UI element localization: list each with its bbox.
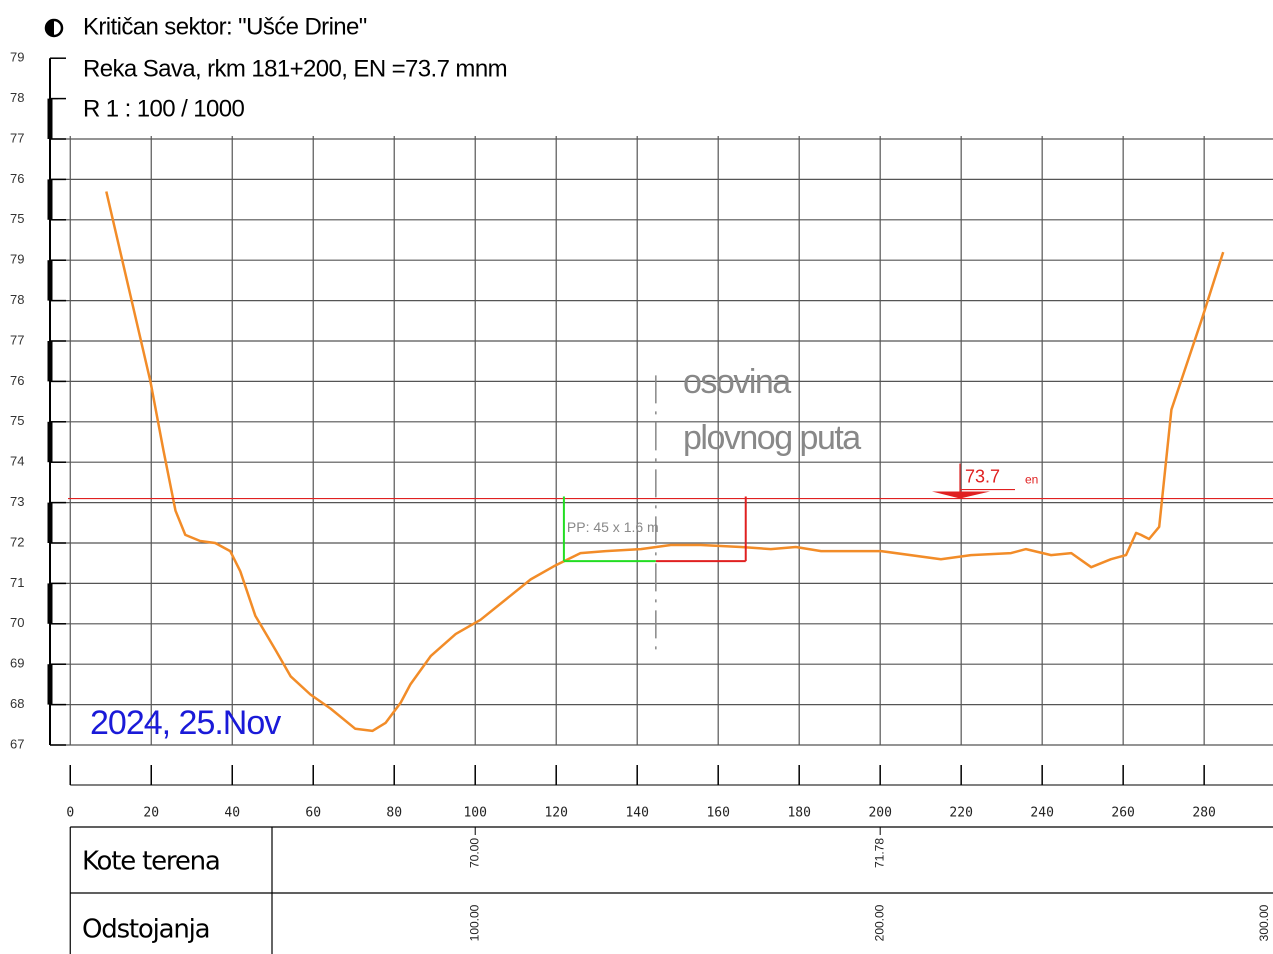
y-tick-label: 79 (10, 50, 24, 65)
x-tick-label: 200 (868, 806, 891, 821)
x-tick-label: 20 (143, 806, 159, 821)
y-tick-label: 75 (10, 211, 24, 226)
elevation-label: 70.00 (467, 838, 481, 868)
x-tick-label: 160 (706, 806, 729, 821)
elevation-label: 71.78 (872, 838, 886, 868)
y-tick-label: 79 (10, 252, 24, 267)
x-tick-label: 0 (66, 806, 74, 821)
fairway-axis-label: plovnog puta (683, 419, 861, 457)
x-tick-label: 260 (1111, 806, 1134, 821)
x-tick-label: 60 (305, 806, 321, 821)
y-tick-label: 72 (10, 534, 24, 549)
table-row-label: Odstojanja (82, 915, 209, 945)
station-label: 200.00 (872, 904, 886, 941)
chart-subtitle: Reka Sava, rkm 181+200, EN =73.7 mnm (83, 55, 507, 82)
x-tick-label: 280 (1192, 806, 1215, 821)
x-tick-label: 140 (625, 806, 648, 821)
water-level-tag: en (1025, 473, 1038, 487)
date-label: 2024, 25.Nov (90, 704, 281, 742)
x-tick-label: 220 (949, 806, 972, 821)
water-level-marker (932, 491, 990, 499)
y-tick-label: 71 (10, 575, 24, 590)
x-tick-label: 120 (544, 806, 567, 821)
plot-area (50, 57, 1273, 746)
x-tick-label: 240 (1030, 806, 1053, 821)
x-tick-label: 40 (224, 806, 240, 821)
profile-line (105, 191, 1225, 733)
scale-note: R 1 : 100 / 1000 (83, 95, 244, 122)
y-tick-label: 74 (10, 454, 24, 469)
y-tick-label: 67 (10, 736, 24, 751)
y-tick-label: 70 (10, 615, 24, 630)
station-label: 300.00 (1257, 904, 1271, 941)
y-tick-label: 76 (10, 373, 24, 388)
title-icon-half (46, 20, 54, 36)
x-tick-label: 80 (386, 806, 402, 821)
y-tick-label: 68 (10, 696, 24, 711)
fairway-axis-label: osovina (683, 363, 791, 401)
y-tick-label: 77 (10, 130, 24, 145)
y-tick-label: 77 (10, 332, 24, 347)
y-tick-label: 78 (10, 90, 24, 105)
water-level-label: 73.7 (965, 466, 1000, 486)
fairway-label: PP: 45 x 1.6 m (567, 519, 659, 535)
y-tick-label: 69 (10, 656, 24, 671)
y-tick-label: 73 (10, 494, 24, 509)
y-tick-label: 78 (10, 292, 24, 307)
x-tick-label: 100 (463, 806, 486, 821)
overlay (105, 191, 1225, 733)
y-tick-label: 75 (10, 413, 24, 428)
title-backdrop (58, 0, 1273, 136)
chart-title: Kritičan sektor: "Ušće Drine" (83, 13, 367, 40)
station-label: 100.00 (467, 904, 481, 941)
x-tick-label: 180 (787, 806, 810, 821)
y-tick-label: 76 (10, 171, 24, 186)
table-row-label: Kote terena (82, 847, 220, 877)
